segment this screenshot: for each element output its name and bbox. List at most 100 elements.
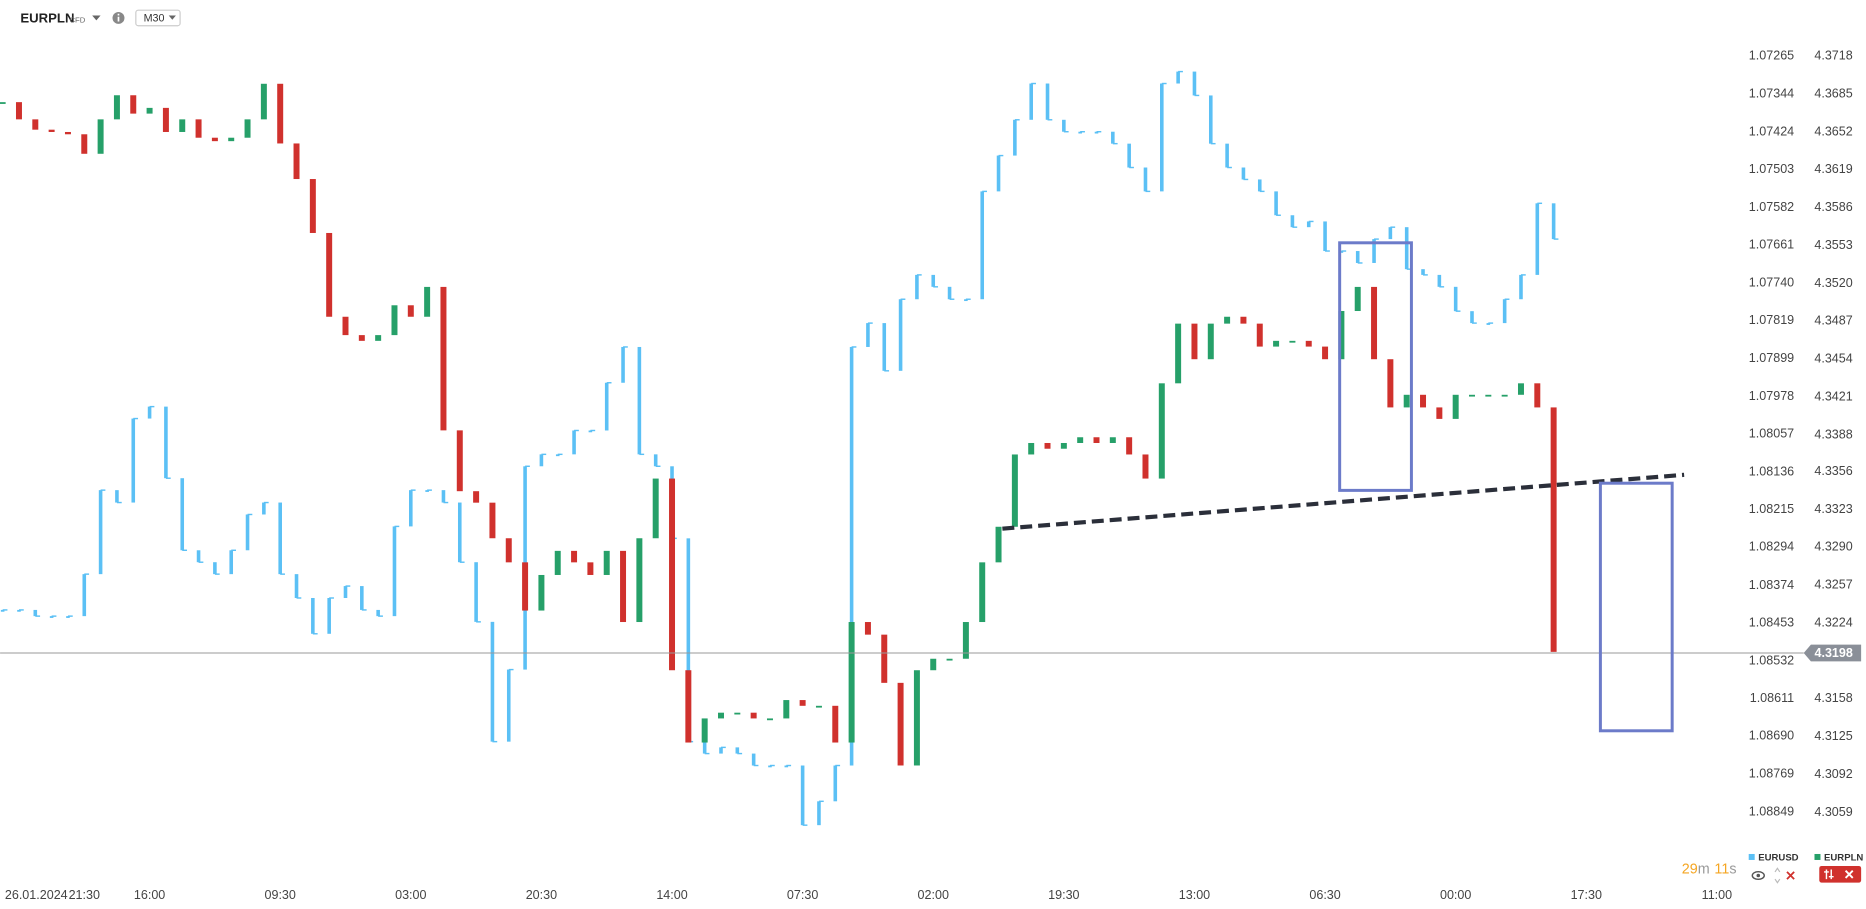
candle-body (260, 83, 267, 120)
candle-body (930, 658, 937, 671)
x-tick-label: 26.01.2024 (5, 888, 68, 902)
countdown-unit: s (1729, 861, 1736, 877)
candle-body (848, 622, 855, 743)
x-tick-label: 11:00 (1702, 888, 1732, 902)
x-tick-label: 07:30 (787, 888, 818, 902)
price-bar (278, 502, 282, 575)
candle-body (146, 107, 153, 114)
price-bar (964, 299, 968, 302)
y2-tick-label: 1.08215 (1749, 502, 1794, 516)
info-icon-glyph (117, 13, 120, 16)
legend-swatch (1748, 853, 1755, 860)
price-bar (0, 609, 5, 612)
legend-swatch (1814, 853, 1821, 860)
price-bar (1127, 143, 1131, 168)
y-tick-label: 4.3685 (1814, 86, 1852, 100)
price-bar (262, 502, 266, 515)
candle-body (913, 670, 920, 766)
remove-icon[interactable] (1844, 870, 1854, 879)
candle-body (1289, 340, 1296, 343)
y-tick-label: 4.3224 (1814, 615, 1852, 629)
candle-body (1109, 437, 1116, 443)
price-bar (392, 526, 397, 617)
price-bar (1111, 131, 1115, 144)
candle-body (897, 682, 904, 766)
range-box (1598, 481, 1674, 733)
y-tick-label: 4.3652 (1814, 124, 1852, 138)
price-bar (98, 490, 103, 575)
y2-tick-label: 1.07740 (1749, 275, 1794, 289)
range-box (1338, 241, 1413, 492)
reorder-icon[interactable] (1774, 867, 1781, 884)
price-bar (294, 574, 299, 598)
candle-body (1273, 340, 1280, 347)
y2-tick-label: 1.07344 (1749, 86, 1794, 100)
candle-body (195, 119, 202, 138)
visibility-icon[interactable] (1751, 870, 1765, 881)
symbol[interactable]: EURPLN (20, 11, 74, 26)
y-tick-label: 4.3388 (1814, 427, 1852, 441)
price-bar (1225, 143, 1229, 168)
price-bar (1306, 221, 1311, 228)
price-bar (1404, 227, 1409, 270)
candle-body (48, 129, 55, 132)
y2-tick-label: 1.08136 (1749, 464, 1794, 478)
y-tick-label: 4.3356 (1814, 464, 1852, 478)
price-bar (947, 286, 952, 300)
y2-tick-label: 1.07978 (1749, 389, 1794, 403)
candle-body (1452, 394, 1459, 419)
countdown: 29m 11s (1682, 861, 1737, 877)
interval-label: M30 (144, 12, 165, 24)
candle-body (554, 550, 561, 575)
candle-body (391, 305, 398, 336)
remove-icon[interactable] (1786, 871, 1795, 880)
y2-tick-label: 1.07503 (1749, 162, 1794, 176)
price-bar (719, 747, 723, 754)
candle-body (228, 137, 235, 142)
price-bar (327, 597, 331, 634)
x-tick-label: 00:00 (1440, 888, 1471, 902)
candle-icon (1824, 869, 1834, 880)
visibility-icon-pupil (1756, 873, 1761, 878)
y2-tick-label: 1.07819 (1749, 313, 1794, 327)
price-bar (539, 454, 544, 467)
series-control-box[interactable] (1819, 865, 1862, 883)
price-bar (1045, 83, 1050, 120)
price-bar (474, 562, 478, 622)
price-bar (1437, 274, 1442, 287)
price-bar (506, 669, 511, 742)
candle-body (64, 131, 71, 135)
candle-body (293, 143, 300, 180)
candle-body (864, 622, 871, 635)
candle-body (440, 286, 447, 431)
legend-label: EURUSD (1758, 853, 1798, 864)
candle-body (505, 538, 512, 563)
candle-body (636, 538, 643, 623)
price-bar (360, 586, 364, 610)
price-bar (1192, 71, 1197, 96)
price-bar (915, 274, 919, 300)
price-bar (66, 616, 70, 618)
price-bar (1355, 251, 1360, 263)
interval-selector[interactable] (135, 9, 181, 27)
candle-body (1011, 454, 1018, 527)
candle-body (1224, 316, 1231, 324)
price-bar (115, 490, 119, 503)
price-bar (376, 609, 380, 617)
candle-body (244, 119, 251, 138)
candle-body (1420, 394, 1427, 408)
symbol-dropdown[interactable] (92, 15, 101, 21)
y-tick-label: 4.3158 (1814, 691, 1852, 705)
price-bar (180, 478, 185, 551)
price-bar (1470, 311, 1474, 324)
candle-body (1191, 323, 1198, 360)
price-bar (1290, 215, 1295, 228)
candle-body (1517, 383, 1524, 395)
price-bar (817, 801, 821, 826)
candle-body (1077, 437, 1084, 443)
price-bar (1453, 286, 1458, 312)
candle-body (571, 550, 578, 563)
y2-tick-label: 1.08374 (1749, 578, 1794, 592)
candle-body (1485, 394, 1492, 397)
price-bar (833, 765, 838, 802)
